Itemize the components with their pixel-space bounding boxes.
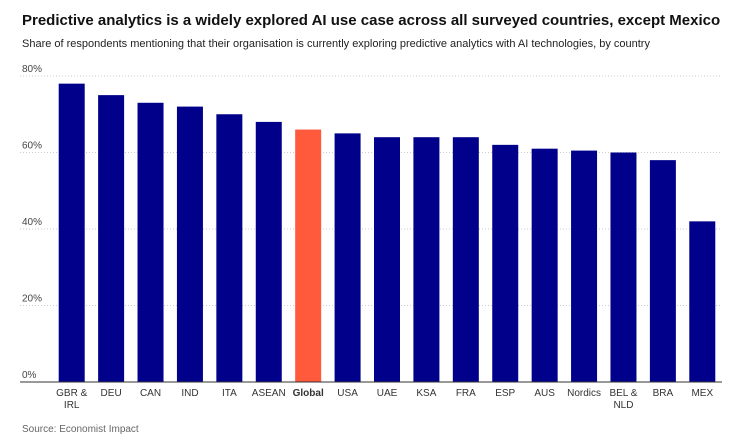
bar xyxy=(58,83,85,383)
bar xyxy=(452,137,479,382)
x-tick-label: FRA xyxy=(456,388,476,399)
x-tick-label: GBR & xyxy=(56,388,87,399)
bar xyxy=(334,133,361,382)
bar xyxy=(571,150,598,382)
x-tick-label: MEX xyxy=(691,388,713,399)
x-tick-label: IND xyxy=(181,388,198,399)
bar xyxy=(413,137,440,382)
x-tick-label: CAN xyxy=(140,388,161,399)
bar xyxy=(98,95,125,382)
source-note: Source: Economist Impact xyxy=(22,424,139,435)
x-tick-label: ASEAN xyxy=(252,388,286,399)
y-tick-label: 40% xyxy=(22,217,42,228)
x-tick-label: BRA xyxy=(653,388,674,399)
bar xyxy=(689,221,716,382)
bar xyxy=(531,148,558,382)
x-tick-label: ITA xyxy=(222,388,237,399)
chart-subtitle: Share of respondents mentioning that the… xyxy=(22,38,650,50)
x-tick-label: USA xyxy=(337,388,358,399)
x-tick-label: BEL & xyxy=(609,388,637,399)
x-tick-label: UAE xyxy=(377,388,398,399)
x-tick-label: KSA xyxy=(416,388,436,399)
bar xyxy=(255,121,282,383)
bar xyxy=(295,129,322,382)
x-tick-label: NLD xyxy=(613,400,633,411)
bar xyxy=(374,137,400,382)
y-tick-label: 0% xyxy=(22,370,37,381)
y-tick-label: 20% xyxy=(22,294,42,305)
x-tick-label: Nordics xyxy=(567,388,601,399)
bar xyxy=(137,102,164,383)
chart-title: Predictive analytics is a widely explore… xyxy=(22,12,721,29)
y-tick-label: 60% xyxy=(22,141,42,152)
x-tick-label: IRL xyxy=(64,400,80,411)
bar xyxy=(176,106,203,382)
bar xyxy=(216,114,243,382)
bar xyxy=(610,152,637,382)
x-tick-label: Global xyxy=(293,388,324,399)
y-tick-label: 80% xyxy=(22,64,42,75)
bar xyxy=(649,160,676,382)
bar xyxy=(492,144,519,382)
x-tick-label: ESP xyxy=(495,388,515,399)
chart-header: Predictive analytics is a widely explore… xyxy=(22,10,722,55)
x-tick-label: DEU xyxy=(101,388,122,399)
x-tick-label: AUS xyxy=(534,388,555,399)
